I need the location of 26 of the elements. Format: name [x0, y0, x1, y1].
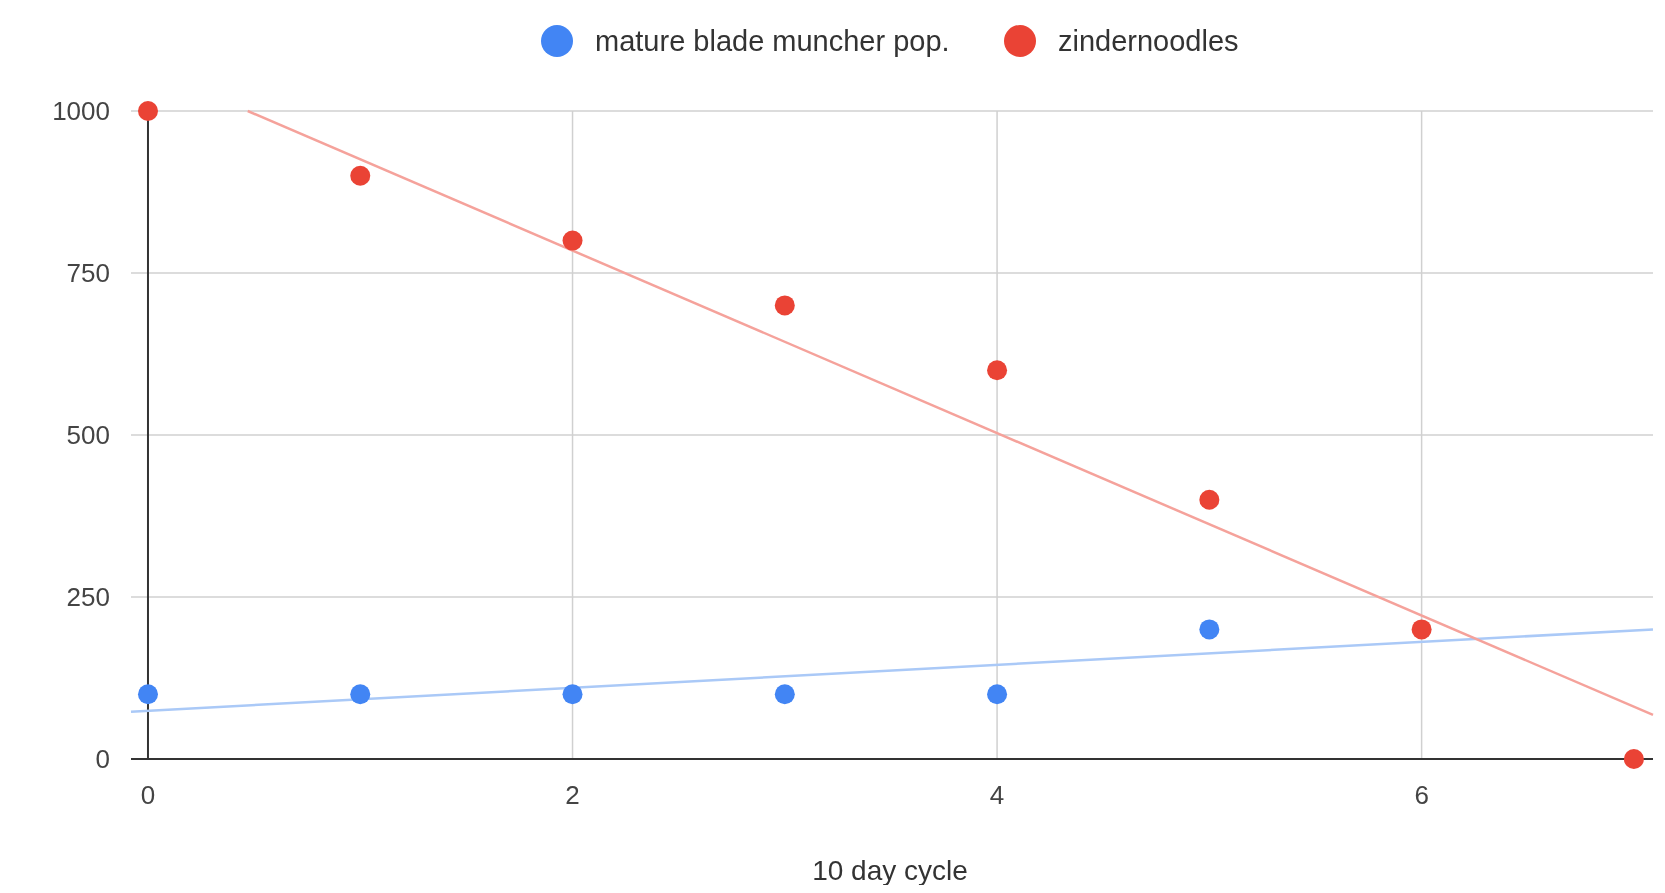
point [562, 684, 583, 705]
legend-label: zindernoodles [1058, 25, 1239, 58]
point [137, 684, 158, 705]
point [350, 684, 371, 705]
point [1623, 749, 1644, 769]
point [350, 165, 371, 186]
y-tick-label: 250 [66, 582, 110, 613]
x-tick-label: 4 [989, 780, 1005, 810]
y-tick-label: 750 [66, 258, 110, 289]
y-tick-label: 1000 [52, 96, 110, 127]
x-tick-label: 2 [565, 780, 580, 810]
point [1199, 489, 1220, 510]
point [987, 684, 1008, 705]
x-tick-label: 0 [140, 780, 156, 810]
point [987, 360, 1008, 381]
point [1199, 619, 1220, 640]
point [137, 101, 158, 121]
y-tick-label: 500 [66, 420, 110, 451]
point [1411, 619, 1432, 640]
x-tick-label: 6 [1414, 780, 1429, 810]
x-axis-title: 10 day cycle [812, 855, 968, 886]
point [562, 230, 583, 251]
y-tick-label: 0 [95, 744, 110, 775]
legend-label: mature blade muncher pop. [595, 25, 950, 58]
point [774, 295, 795, 316]
point [774, 684, 795, 705]
